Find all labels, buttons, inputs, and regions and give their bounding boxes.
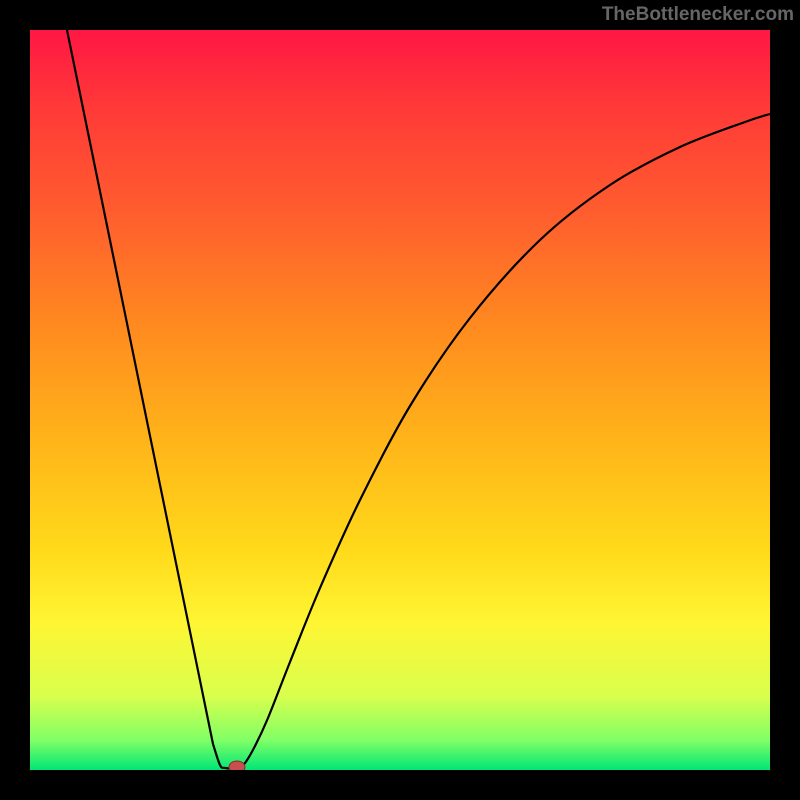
plot-area [30,30,770,770]
gradient-background [30,30,770,770]
gradient-chart-svg [30,30,770,770]
watermark-text: TheBottlenecker.com [602,4,794,26]
chart-container: TheBottlenecker.com [0,0,800,800]
minimum-marker [229,761,245,770]
